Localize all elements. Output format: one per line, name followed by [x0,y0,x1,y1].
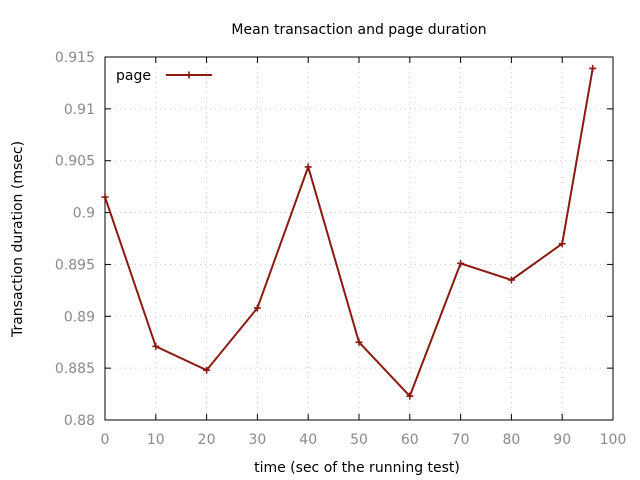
data-point [101,193,109,201]
axis-ticks [104,56,614,421]
data-point [558,240,566,248]
y-tick-label: 0.91 [64,102,95,118]
data-point [507,276,515,284]
y-tick-label: 0.885 [55,361,95,377]
x-tick-label: 80 [502,432,520,448]
y-axis-label: Transaction duration (msec) [10,141,26,338]
data-point [304,163,312,171]
data-point [406,392,414,400]
plot-frame [104,56,614,421]
y-tick-label: 0.88 [64,413,95,429]
data-point [589,64,597,72]
x-tick-label: 50 [350,432,368,448]
x-tick-labels: 0 10 20 30 40 50 60 70 80 90 100 [101,432,627,448]
data-point [355,338,363,346]
data-point [203,366,211,374]
legend-marker-page [185,71,193,79]
series-layer [101,64,597,400]
x-tick-label: 100 [600,432,627,448]
x-tick-label: 40 [299,432,317,448]
y-tick-label: 0.905 [55,154,95,170]
legend: page [116,68,212,84]
x-tick-label: 60 [401,432,419,448]
data-point [253,304,261,312]
y-tick-labels: 0.88 0.885 0.89 0.895 0.9 0.905 0.91 0.915 [55,50,95,429]
y-tick-label: 0.89 [64,309,95,325]
grid-lines [105,57,613,420]
x-tick-label: 90 [553,432,571,448]
y-tick-label: 0.9 [73,206,95,222]
x-tick-label: 20 [198,432,216,448]
chart-title: Mean transaction and page duration [231,22,486,38]
x-tick-label: 70 [452,432,470,448]
data-point [457,259,465,267]
x-tick-label: 0 [101,432,110,448]
x-tick-label: 10 [147,432,165,448]
y-tick-label: 0.895 [55,257,95,273]
legend-label-page: page [116,68,151,84]
series-line-page [104,68,594,398]
y-tick-label: 0.915 [55,50,95,66]
data-point [152,342,160,350]
x-tick-label: 30 [248,432,266,448]
x-axis-label: time (sec of the running test) [254,460,460,476]
